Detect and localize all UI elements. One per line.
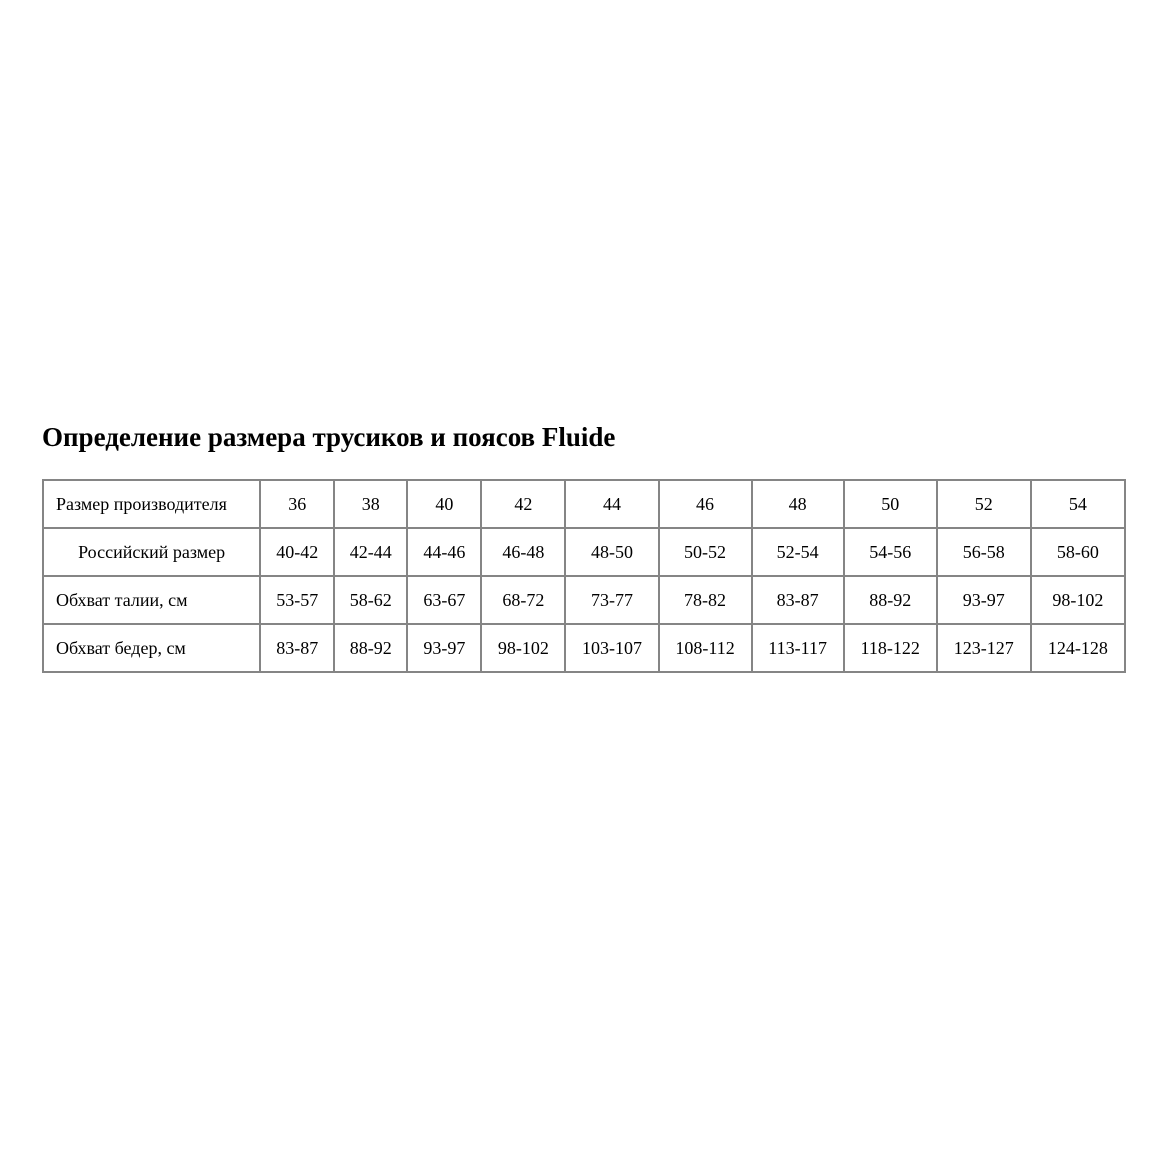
table-cell: 58-62: [333, 575, 409, 625]
table-cell: 46: [657, 479, 753, 529]
page-title: Определение размера трусиков и поясов Fl…: [42, 422, 616, 452]
table-cell: 42: [480, 479, 567, 529]
size-table: Размер производителя 36 38 40 42 44 46 48 50 52 54…: [41, 479, 1127, 673]
table-row-russian-size: Российский размер 40-42 42-44 44-46 46-48 48-…: [41, 527, 1127, 577]
table-cell: 54: [1029, 479, 1127, 529]
table-cell: 98-102: [480, 623, 567, 673]
table-cell: 113-117: [750, 623, 845, 673]
table-cell: 83-87: [750, 575, 845, 625]
table-cell: 38: [333, 479, 409, 529]
table-cell: 123-127: [935, 623, 1032, 673]
table-cell: 40: [406, 479, 483, 529]
table-cell: 93-97: [935, 575, 1032, 625]
table-cell: 48-50: [564, 527, 660, 577]
table-cell: 50: [842, 479, 938, 529]
table-cell: 46-48: [480, 527, 567, 577]
row-label: Обхват бедер, см: [41, 623, 262, 673]
table-cell: 54-56: [842, 527, 938, 577]
table-row-waist: Обхват талии, см 53-57 58-62 63-67 68-72 73-7…: [41, 575, 1127, 625]
table-cell: 103-107: [564, 623, 660, 673]
table-cell: 36: [259, 479, 336, 529]
table-cell: 88-92: [842, 575, 938, 625]
table-cell: 78-82: [657, 575, 753, 625]
table-cell: 98-102: [1029, 575, 1127, 625]
table-cell: 52-54: [750, 527, 845, 577]
table-cell: 124-128: [1029, 623, 1127, 673]
table-cell: 88-92: [333, 623, 409, 673]
table-cell: 118-122: [842, 623, 938, 673]
table-cell: 93-97: [406, 623, 483, 673]
table-cell: 63-67: [406, 575, 483, 625]
table-cell: 50-52: [657, 527, 753, 577]
table-row-manufacturer-size: Размер производителя 36 38 40 42 44 46 48 50 52 54: [41, 479, 1127, 529]
table-cell: 48: [750, 479, 845, 529]
table-cell: 40-42: [259, 527, 336, 577]
table-row-hips: Обхват бедер, см 83-87 88-92 93-97 98-102 103…: [41, 623, 1127, 673]
table-cell: 58-60: [1029, 527, 1127, 577]
table-cell: 44-46: [406, 527, 483, 577]
row-label: Российский размер: [41, 527, 262, 577]
table-cell: 108-112: [657, 623, 753, 673]
table-cell: 73-77: [564, 575, 660, 625]
row-label: Размер производителя: [41, 479, 262, 529]
table-cell: 53-57: [259, 575, 336, 625]
table-cell: 52: [935, 479, 1032, 529]
table-cell: 42-44: [333, 527, 409, 577]
table-cell: 83-87: [259, 623, 336, 673]
table-cell: 44: [564, 479, 660, 529]
row-label: Обхват талии, см: [41, 575, 262, 625]
table-cell: 56-58: [935, 527, 1032, 577]
table-cell: 68-72: [480, 575, 567, 625]
